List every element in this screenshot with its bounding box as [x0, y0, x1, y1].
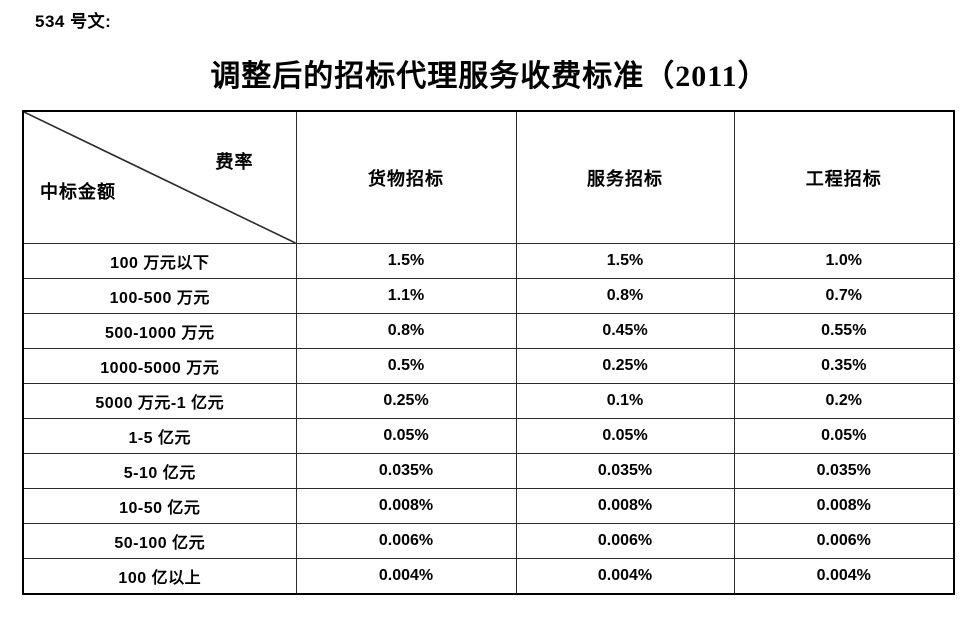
table-row: 1000-5000 万元 0.5% 0.25% 0.35%	[22, 348, 955, 384]
doc-number-label: 534 号文:	[35, 12, 112, 31]
rate-cell-service: 0.1%	[515, 383, 735, 419]
table-row: 500-1000 万元 0.8% 0.45% 0.55%	[22, 313, 955, 349]
rate-cell-works: 0.05%	[733, 418, 955, 454]
amount-range-cell: 5-10 亿元	[22, 453, 297, 489]
rate-cell-works: 0.55%	[733, 313, 955, 349]
table-row: 5000 万元-1 亿元 0.25% 0.1% 0.2%	[22, 383, 955, 419]
rate-cell-service: 0.004%	[515, 558, 735, 594]
table-row: 5-10 亿元 0.035% 0.035% 0.035%	[22, 453, 955, 489]
table-row: 1-5 亿元 0.05% 0.05% 0.05%	[22, 418, 955, 454]
rate-cell-goods: 1.1%	[295, 278, 517, 314]
rate-cell-works: 0.7%	[733, 278, 955, 314]
rate-cell-goods: 0.006%	[295, 523, 517, 559]
amount-range-cell: 100-500 万元	[22, 278, 297, 314]
diagonal-divider-line	[24, 112, 296, 243]
rate-cell-service: 0.45%	[515, 313, 735, 349]
rate-cell-service: 1.5%	[515, 243, 735, 279]
column-header-goods-tender: 货物招标	[295, 110, 517, 244]
rate-cell-works: 0.008%	[733, 488, 955, 524]
table-row: 100 亿以上 0.004% 0.004% 0.004%	[22, 558, 955, 594]
header-row: 费率 中标金额 货物招标 服务招标 工程招标	[22, 110, 955, 244]
bid-amount-axis-label: 中标金额	[40, 182, 116, 202]
amount-range-cell: 500-1000 万元	[22, 313, 297, 349]
rate-cell-works: 0.35%	[733, 348, 955, 384]
rate-cell-service: 0.008%	[515, 488, 735, 524]
rate-cell-goods: 0.25%	[295, 383, 517, 419]
fee-rate-axis-label: 费率	[215, 152, 254, 172]
column-header-service-tender: 服务招标	[515, 110, 735, 244]
amount-range-cell: 50-100 亿元	[22, 523, 297, 559]
rate-cell-service: 0.006%	[515, 523, 735, 559]
column-header-works-tender: 工程招标	[733, 110, 955, 244]
rate-cell-works: 0.2%	[733, 383, 955, 419]
amount-range-cell: 1000-5000 万元	[22, 348, 297, 384]
amount-range-cell: 1-5 亿元	[22, 418, 297, 454]
rate-cell-goods: 0.05%	[295, 418, 517, 454]
amount-range-cell: 10-50 亿元	[22, 488, 297, 524]
rate-cell-works: 0.004%	[733, 558, 955, 594]
table-row: 10-50 亿元 0.008% 0.008% 0.008%	[22, 488, 955, 524]
rate-cell-goods: 0.004%	[295, 558, 517, 594]
rate-cell-service: 0.8%	[515, 278, 735, 314]
rate-cell-goods: 0.8%	[295, 313, 517, 349]
table-row: 100 万元以下 1.5% 1.5% 1.0%	[22, 243, 955, 279]
amount-range-cell: 100 亿以上	[22, 558, 297, 594]
rate-cell-goods: 1.5%	[295, 243, 517, 279]
fee-standard-table: 费率 中标金额 货物招标 服务招标 工程招标 100 万元以下 1.5% 1.5…	[22, 110, 955, 595]
rate-cell-works: 1.0%	[733, 243, 955, 279]
corner-header-cell: 费率 中标金额	[22, 110, 297, 244]
rate-cell-service: 0.035%	[515, 453, 735, 489]
rate-cell-goods: 0.5%	[295, 348, 517, 384]
rate-cell-service: 0.25%	[515, 348, 735, 384]
amount-range-cell: 100 万元以下	[22, 243, 297, 279]
rate-cell-goods: 0.008%	[295, 488, 517, 524]
table-row: 100-500 万元 1.1% 0.8% 0.7%	[22, 278, 955, 314]
rate-cell-works: 0.035%	[733, 453, 955, 489]
amount-range-cell: 5000 万元-1 亿元	[22, 383, 297, 419]
page-title: 调整后的招标代理服务收费标准（2011）	[210, 60, 769, 93]
rate-cell-goods: 0.035%	[295, 453, 517, 489]
rate-cell-service: 0.05%	[515, 418, 735, 454]
table-row: 50-100 亿元 0.006% 0.006% 0.006%	[22, 523, 955, 559]
rate-cell-works: 0.006%	[733, 523, 955, 559]
